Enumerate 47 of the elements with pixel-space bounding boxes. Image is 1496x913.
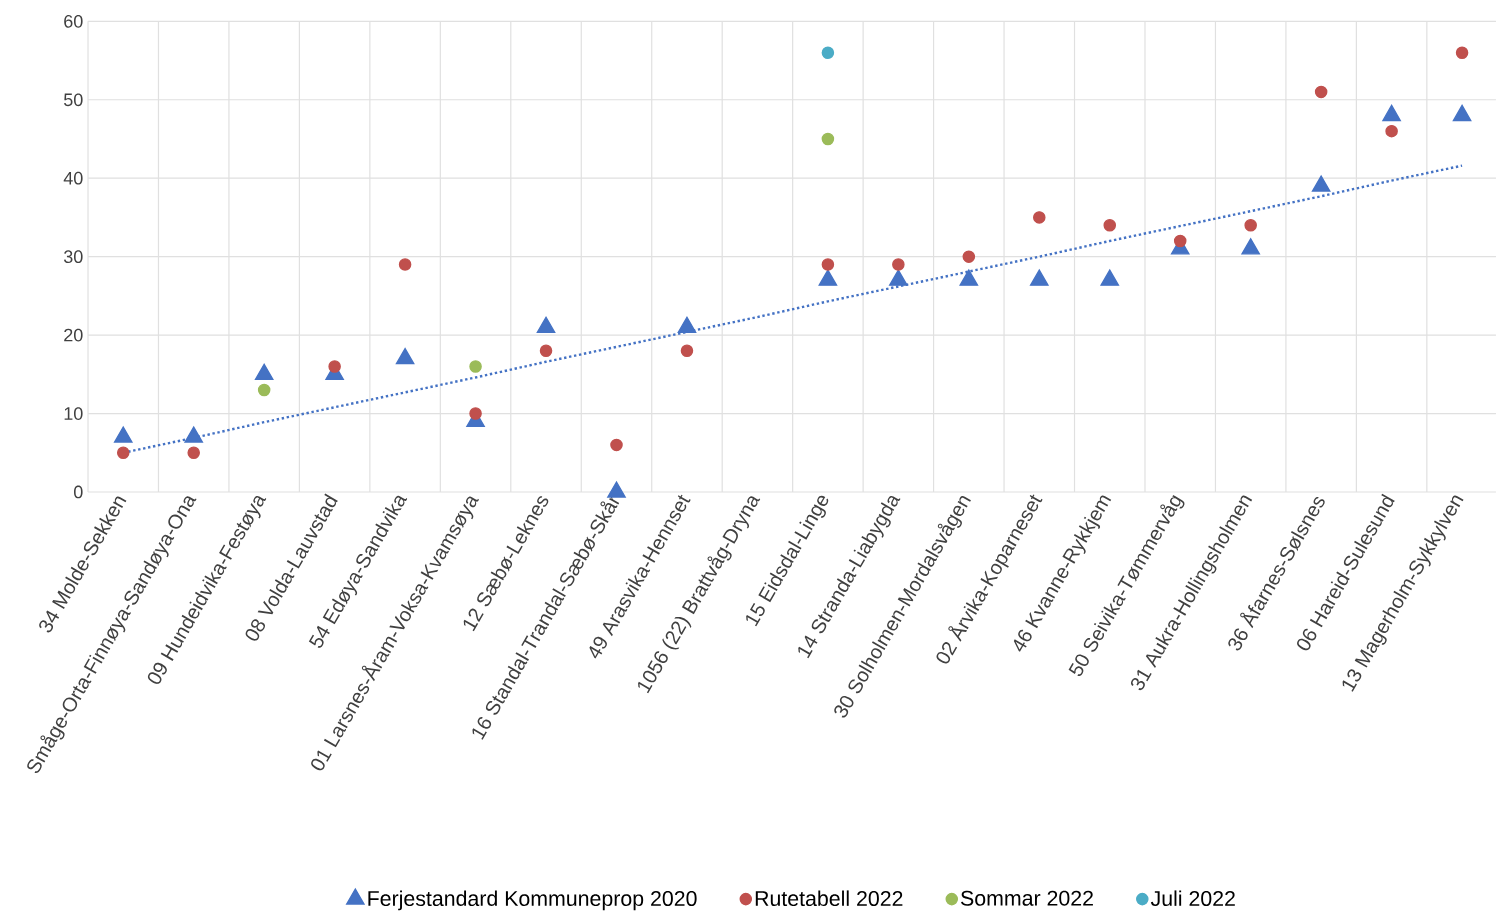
point [1311,175,1331,192]
point [257,383,271,397]
point [116,446,130,460]
point [1241,238,1261,255]
point [821,258,835,271]
point [469,407,482,420]
point [184,426,204,443]
point [1033,211,1046,224]
point [1029,269,1049,286]
point [962,250,976,263]
y-tick-label: 20 [64,328,83,342]
legend-label: Rutetabell 2022 [755,890,903,907]
point [818,269,838,286]
point [1103,219,1117,232]
legend-label: Sommar 2022 [961,890,1093,906]
point [889,269,908,286]
y-tick-label: 60 [64,14,83,28]
point [187,446,200,460]
y-tick-label: 50 [63,93,83,107]
point [959,269,979,286]
point [1382,104,1401,122]
point [821,46,835,59]
y-tick-label: 40 [63,171,83,185]
point [821,132,835,146]
point [680,344,694,358]
point [395,347,415,365]
point [536,316,556,333]
point [1244,219,1257,232]
point [254,363,274,380]
point [539,344,553,358]
point [328,360,341,373]
point [1385,124,1398,138]
y-tick-label: 10 [64,407,83,420]
point [1452,104,1472,122]
point [398,258,412,271]
point [610,438,623,452]
y-tick-label: 30 [63,250,83,264]
legend-label: Ferjestandard Kommuneprop 2020 [368,890,697,911]
point [892,258,905,271]
point [469,360,482,373]
point [113,426,133,443]
point [1314,85,1328,99]
point [1100,269,1120,286]
legend-label: Juli 2022 [1150,890,1235,907]
point [1455,46,1469,59]
point [1173,234,1187,248]
point [677,316,697,333]
